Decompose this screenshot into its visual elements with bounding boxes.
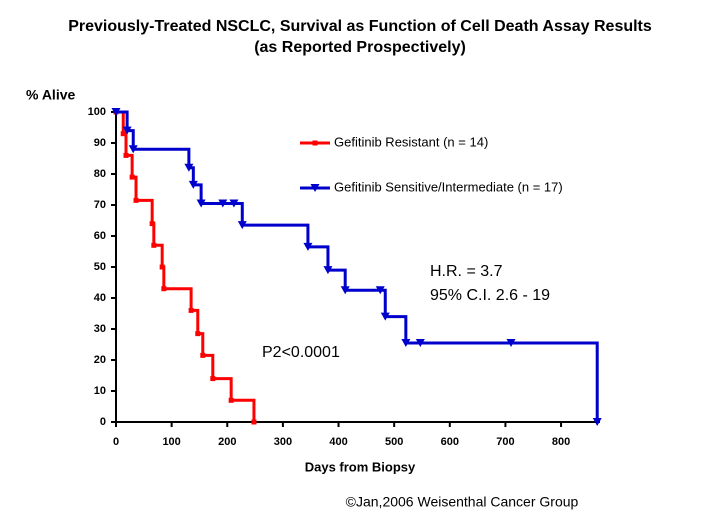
x-tick-label: 100: [162, 436, 180, 448]
marker: [122, 126, 132, 135]
marker: [303, 242, 313, 251]
y-tick-label: 90: [94, 137, 106, 149]
y-tick-label: 10: [94, 385, 106, 397]
marker: [195, 331, 201, 337]
marker: [188, 180, 198, 189]
marker: [228, 397, 234, 403]
annotation: H.R. = 3.7: [430, 263, 503, 280]
y-tick-label: 30: [94, 323, 106, 335]
y-tick-label: 60: [94, 230, 106, 242]
x-tick-label: 800: [552, 436, 570, 448]
marker: [196, 199, 206, 208]
marker: [129, 174, 135, 180]
y-tick-label: 100: [88, 106, 106, 118]
marker: [184, 163, 194, 172]
y-tick-label: 40: [94, 292, 106, 304]
marker: [340, 286, 350, 295]
x-tick-label: 0: [113, 436, 119, 448]
footer: ©Jan,2006 Weisenthal Cancer Group: [346, 494, 579, 510]
marker: [229, 199, 239, 208]
x-tick-label: 200: [218, 436, 236, 448]
marker: [200, 352, 206, 358]
y-tick-label: 50: [94, 261, 106, 273]
x-tick-label: 400: [329, 436, 347, 448]
x-tick-label: 300: [274, 436, 292, 448]
legend-label: Gefitinib Sensitive/Intermediate (n = 17…: [334, 179, 563, 194]
marker: [375, 286, 385, 295]
marker: [159, 264, 165, 270]
marker: [218, 199, 228, 208]
y-tick-label: 20: [94, 354, 106, 366]
marker: [380, 312, 390, 321]
y-tick-label: 80: [94, 168, 106, 180]
y-tick-label: 70: [94, 199, 106, 211]
marker: [133, 197, 139, 203]
marker: [592, 418, 602, 426]
y-axis-label: % Alive: [26, 87, 75, 103]
x-tick-label: 700: [496, 436, 514, 448]
x-axis-label: Days from Biopsy: [305, 459, 416, 474]
marker: [111, 108, 121, 116]
marker: [506, 338, 516, 347]
marker: [151, 242, 157, 248]
x-tick-label: 600: [441, 436, 459, 448]
chart-title: Previously-Treated NSCLC, Survival as Fu…: [68, 18, 652, 35]
annotation: 95% C.I. 2.6 - 19: [430, 287, 550, 304]
x-tick-label: 500: [385, 436, 403, 448]
marker: [188, 307, 194, 313]
marker: [237, 221, 247, 230]
legend-marker: [312, 140, 318, 146]
legend-marker: [310, 184, 320, 192]
chart-subtitle: (as Reported Prospectively): [254, 39, 466, 56]
marker: [401, 338, 411, 347]
annotation: P2<0.0001: [262, 344, 340, 361]
marker: [123, 152, 129, 158]
marker: [128, 145, 138, 154]
legend-label: Gefitinib Resistant (n = 14): [334, 134, 488, 149]
marker: [149, 221, 155, 227]
y-tick-label: 0: [100, 416, 106, 428]
marker: [120, 131, 126, 137]
survival-line: [116, 110, 599, 422]
marker: [251, 419, 257, 425]
marker: [323, 266, 333, 275]
marker: [210, 376, 216, 382]
marker: [161, 286, 167, 292]
survival-line: [116, 110, 256, 422]
marker: [415, 338, 425, 347]
